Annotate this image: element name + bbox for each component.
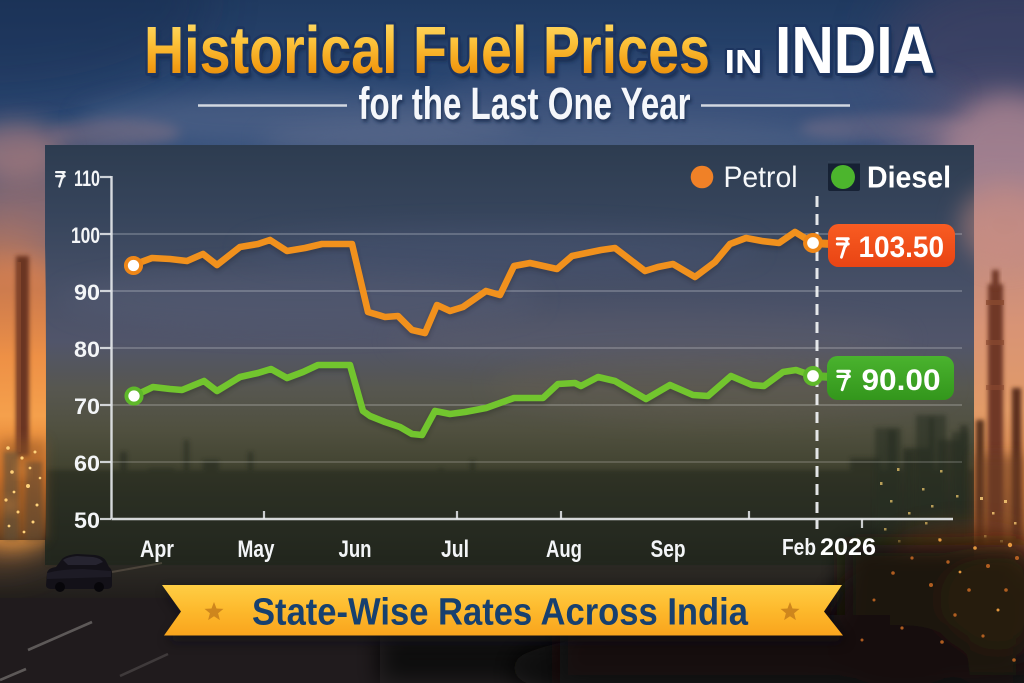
svg-text:Aug: Aug bbox=[546, 536, 582, 563]
svg-text:90.00: 90.00 bbox=[862, 364, 941, 397]
svg-text:100: 100 bbox=[71, 223, 100, 248]
svg-text:Feb: Feb bbox=[782, 534, 816, 560]
svg-text:Historical Fuel Prices: Historical Fuel Prices bbox=[147, 19, 713, 93]
svg-text:60: 60 bbox=[74, 451, 100, 476]
svg-text:Jun: Jun bbox=[339, 536, 372, 563]
svg-text:Jul: Jul bbox=[441, 536, 469, 563]
svg-text:IN: IN bbox=[725, 43, 763, 80]
svg-text:Petrol: Petrol bbox=[724, 161, 798, 194]
svg-text:70: 70 bbox=[74, 394, 100, 419]
svg-text:50: 50 bbox=[74, 508, 100, 533]
svg-text:State-Wise Rates Across India: State-Wise Rates Across India bbox=[252, 592, 749, 634]
svg-text:for the Last One Year: for the Last One Year bbox=[360, 81, 692, 132]
svg-text:90: 90 bbox=[74, 280, 100, 305]
svg-text:80: 80 bbox=[74, 337, 100, 362]
svg-text:INDIA: INDIA bbox=[775, 14, 935, 88]
svg-text:IN: IN bbox=[727, 48, 765, 85]
svg-text:Diesel: Diesel bbox=[867, 160, 951, 195]
svg-text:INDIA: INDIA bbox=[778, 19, 938, 93]
svg-text:Historical Fuel Prices: Historical Fuel Prices bbox=[144, 14, 710, 88]
svg-text:103.50: 103.50 bbox=[859, 231, 945, 264]
svg-text:Sep: Sep bbox=[651, 536, 686, 563]
svg-text:2026: 2026 bbox=[820, 534, 876, 561]
svg-text:Apr: Apr bbox=[140, 536, 174, 563]
svg-text:for the Last One Year: for the Last One Year bbox=[359, 78, 691, 129]
svg-text:May: May bbox=[238, 536, 275, 563]
svg-text:110: 110 bbox=[74, 166, 100, 191]
